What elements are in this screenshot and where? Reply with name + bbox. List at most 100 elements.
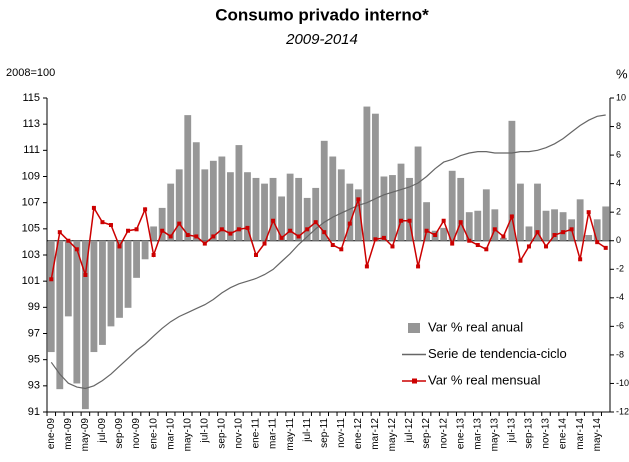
bar xyxy=(141,240,149,260)
bar xyxy=(99,240,106,345)
bar xyxy=(269,177,277,241)
x-tick-label: sep-12 xyxy=(421,418,432,449)
marker xyxy=(381,235,386,240)
marker xyxy=(185,233,190,238)
bar xyxy=(56,240,64,390)
marker xyxy=(595,240,600,245)
x-tick-label: may-14 xyxy=(592,418,603,452)
marker xyxy=(364,264,369,269)
bar xyxy=(337,169,345,241)
bar xyxy=(73,240,81,384)
bar xyxy=(534,183,541,241)
x-tick-label: may-11 xyxy=(285,418,296,451)
bar xyxy=(542,210,550,241)
marker xyxy=(467,238,472,243)
bar xyxy=(286,173,294,241)
marker xyxy=(271,218,276,223)
y2-tick-label: 0 xyxy=(616,235,621,245)
marker xyxy=(458,220,463,225)
bar xyxy=(192,142,200,241)
y2-tick-label: 6 xyxy=(616,149,621,159)
bar xyxy=(124,240,132,308)
bar xyxy=(312,187,320,241)
legend-label: Var % real mensual xyxy=(428,372,541,387)
bar xyxy=(397,163,405,241)
marker xyxy=(586,210,591,215)
marker xyxy=(49,277,54,282)
bar xyxy=(517,183,524,241)
marker xyxy=(117,244,122,249)
bar xyxy=(64,240,72,317)
marker xyxy=(126,228,131,233)
bar xyxy=(158,207,166,241)
y2-tick-label: 8 xyxy=(616,121,621,131)
marker xyxy=(501,234,506,239)
marker xyxy=(450,241,455,246)
bar xyxy=(440,227,448,241)
bar xyxy=(209,160,217,241)
y2-tick-label: 10 xyxy=(616,92,626,102)
bar xyxy=(218,156,226,241)
marker xyxy=(288,228,293,233)
bar xyxy=(184,115,192,241)
bar xyxy=(226,172,234,241)
marker xyxy=(296,234,301,239)
bar xyxy=(244,172,251,241)
bar xyxy=(278,196,285,241)
y2-axis-label: % xyxy=(616,66,628,81)
marker xyxy=(578,257,583,262)
marker xyxy=(151,253,156,257)
marker xyxy=(91,205,96,210)
bar xyxy=(167,183,175,241)
bar xyxy=(150,226,158,241)
marker xyxy=(484,247,489,252)
bar xyxy=(474,210,482,241)
marker xyxy=(253,253,258,257)
x-tick-label: nov-12 xyxy=(438,418,449,449)
marker xyxy=(339,247,344,252)
y-tick-label: 109 xyxy=(22,170,40,182)
marker xyxy=(160,228,165,233)
y-tick-label: 105 xyxy=(22,223,40,235)
marker xyxy=(194,234,199,239)
marker xyxy=(313,220,318,225)
bar xyxy=(175,169,183,241)
marker xyxy=(552,233,557,238)
marker xyxy=(492,227,497,232)
x-tick-label: nov-10 xyxy=(234,418,245,449)
marker xyxy=(347,221,352,226)
y-tick-label: 99 xyxy=(28,301,40,313)
marker xyxy=(424,228,429,233)
x-tick-label: ene-09 xyxy=(46,418,57,450)
marker xyxy=(143,207,148,212)
marker xyxy=(100,220,105,225)
x-tick-label: jul-12 xyxy=(404,418,415,444)
marker xyxy=(228,231,233,236)
bar xyxy=(261,183,268,241)
marker xyxy=(373,237,378,242)
bar xyxy=(303,197,311,241)
bar xyxy=(81,240,89,410)
y2-tick-label: -12 xyxy=(616,406,629,416)
bar xyxy=(457,177,465,241)
x-tick-label: mar-10 xyxy=(165,418,176,450)
marker xyxy=(57,230,62,235)
bar xyxy=(372,113,379,241)
marker xyxy=(356,197,361,202)
chart-subtitle: 2009-2014 xyxy=(285,31,358,48)
x-tick-label: ene-10 xyxy=(148,418,159,450)
marker xyxy=(211,234,216,239)
x-tick-label: sep-09 xyxy=(114,418,125,449)
y-tick-label: 113 xyxy=(22,118,40,130)
x-tick-label: may-09 xyxy=(80,418,91,452)
bar xyxy=(354,189,362,241)
y2-tick-label: -4 xyxy=(616,292,624,302)
y-tick-label: 91 xyxy=(28,406,40,418)
y-tick-label: 111 xyxy=(23,144,40,156)
x-tick-label: jul-10 xyxy=(199,418,210,444)
bar xyxy=(252,177,260,241)
x-tick-label: mar-14 xyxy=(575,418,586,450)
line xyxy=(50,199,607,280)
marker xyxy=(262,241,267,246)
